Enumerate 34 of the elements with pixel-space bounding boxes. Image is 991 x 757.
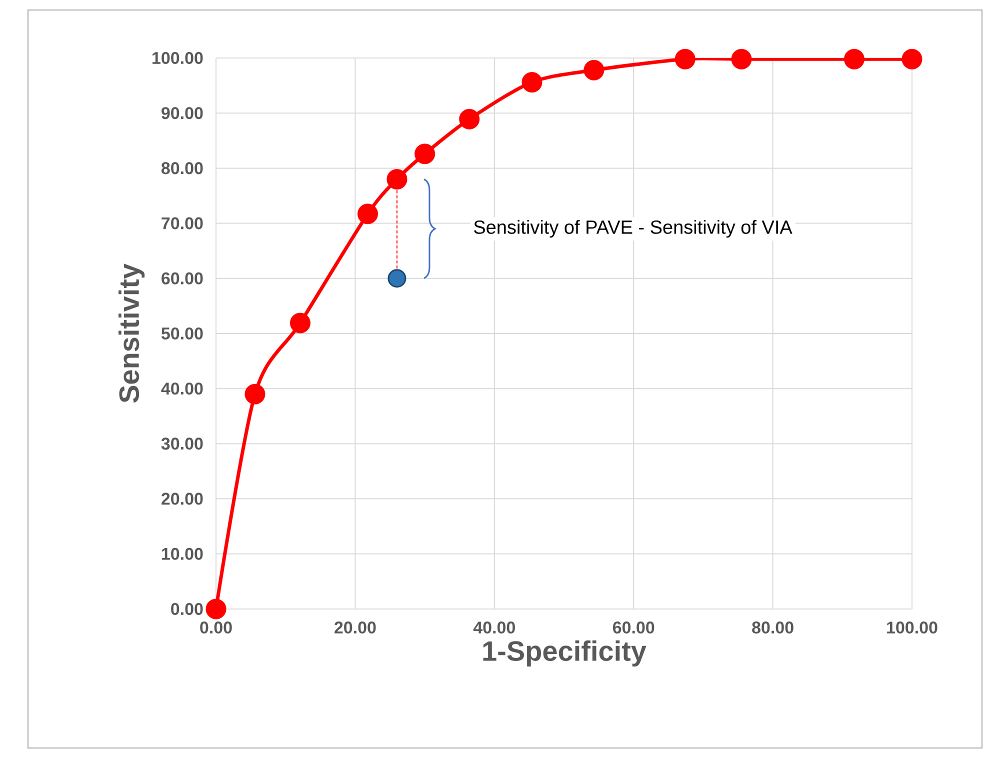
y-tick-label: 40.00 — [161, 382, 203, 395]
point — [414, 144, 436, 164]
x-axis-title: 1-Specificity — [483, 640, 646, 667]
x-tick-label: 20.00 — [334, 622, 376, 634]
y-tick-label: 20.00 — [162, 492, 203, 505]
point — [844, 48, 864, 70]
y-tick-label: 90.00 — [162, 107, 203, 120]
annotation: Sensitivity of PAVE - Sensitivity of VIA — [474, 220, 792, 238]
y-tick-label: 10.00 — [162, 548, 203, 560]
point — [290, 312, 310, 334]
y-tick-label: 70.00 — [162, 217, 203, 230]
y-tick-label: 0.00 — [171, 602, 203, 616]
y-tick-label: 30.00 — [161, 438, 203, 450]
point — [388, 269, 406, 288]
x-tick-label: 60.00 — [612, 622, 654, 634]
x-tick-label: 0.00 — [200, 622, 232, 634]
point — [206, 598, 226, 620]
point — [584, 60, 604, 80]
point — [902, 48, 922, 70]
point — [674, 48, 696, 70]
y-tick-label: 80.00 — [161, 162, 203, 174]
y-tick-label: 60.00 — [162, 272, 203, 284]
point — [522, 72, 542, 92]
y-axis-title: Sensitivity — [118, 264, 145, 403]
y-tick-label: 50.00 — [161, 327, 203, 340]
x-tick-label: 40.00 — [473, 622, 515, 634]
point — [731, 48, 752, 70]
point — [386, 168, 408, 190]
x-tick-label: 100.00 — [887, 622, 938, 634]
point — [459, 108, 480, 130]
point — [244, 384, 266, 404]
x-tick-label: 80.00 — [752, 622, 794, 634]
y-tick-label: 100.00 — [152, 52, 203, 64]
point — [357, 204, 378, 224]
